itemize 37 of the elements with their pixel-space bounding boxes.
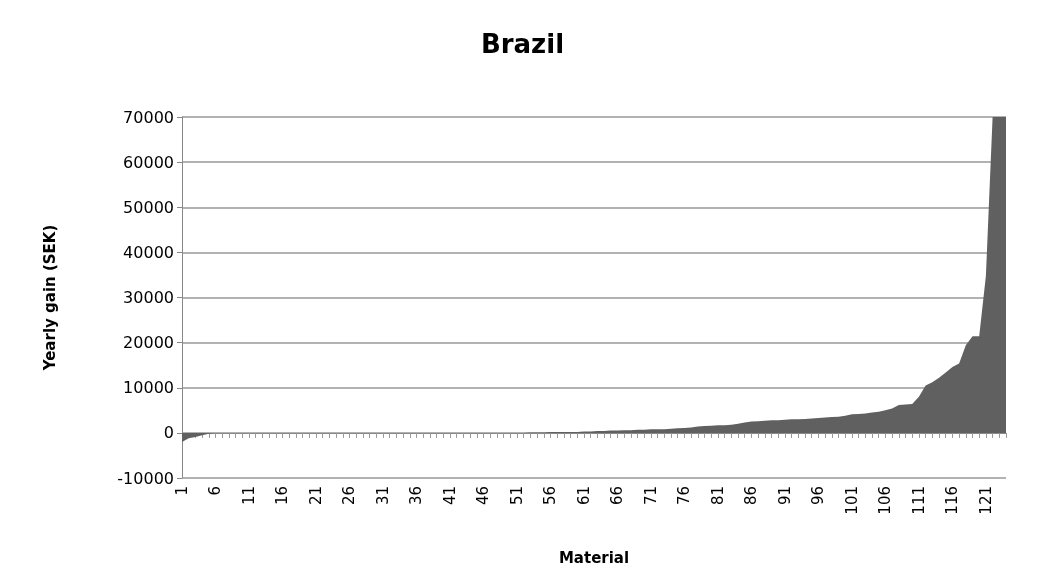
- x-tick-label: 121: [976, 486, 995, 515]
- x-tick-label: 26: [340, 486, 359, 506]
- x-tick-label: 36: [407, 486, 426, 506]
- y-tick-label: 20000: [123, 333, 174, 353]
- x-tick-label: 116: [943, 486, 962, 515]
- x-tick-label: 11: [239, 486, 258, 506]
- x-tick-label: 31: [373, 486, 392, 506]
- y-tick-label: 0: [163, 423, 174, 443]
- x-axis-title: Material: [558, 548, 630, 567]
- y-tick-label: 30000: [123, 288, 174, 307]
- chart-title: Brazil: [480, 29, 565, 59]
- x-tick-label: 1: [173, 486, 191, 496]
- x-tick-label: 76: [675, 486, 694, 506]
- x-tick-label: 106: [876, 486, 895, 515]
- x-tick-label: 21: [306, 486, 325, 506]
- x-tick-label: 66: [608, 486, 627, 506]
- x-tick-label: 6: [206, 486, 225, 496]
- x-tick-label: 71: [641, 486, 660, 506]
- x-tick-label: 91: [775, 486, 794, 506]
- x-tick-label: 41: [440, 486, 459, 506]
- y-axis-title: Yearly gain (SEK): [40, 224, 59, 372]
- x-tick-label: 46: [474, 486, 493, 506]
- y-tick-label: 50000: [123, 197, 174, 217]
- x-tick-label: 16: [273, 486, 292, 506]
- x-tick-label: 56: [541, 486, 560, 506]
- x-tick-label: 61: [574, 486, 593, 506]
- y-tick-label: 10000: [123, 378, 174, 398]
- y-tick-label: 60000: [123, 152, 174, 172]
- x-tick-label: 111: [909, 486, 928, 515]
- y-tick-label: -10000: [117, 468, 174, 488]
- x-tick-label: 101: [842, 486, 861, 515]
- x-tick-label: 86: [742, 486, 761, 506]
- x-tick-label: 81: [708, 486, 727, 506]
- x-tick-label: 51: [507, 486, 526, 506]
- y-tick-label: 40000: [123, 242, 174, 262]
- x-tick-label: 96: [809, 486, 828, 506]
- y-tick-label: 70000: [123, 107, 174, 127]
